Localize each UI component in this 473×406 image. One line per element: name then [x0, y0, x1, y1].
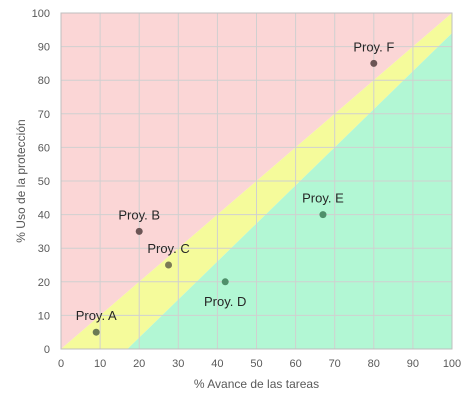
data-point-label: Proy. C [147, 241, 189, 256]
y-tick-label: 70 [38, 109, 50, 121]
x-tick-label: 20 [133, 358, 145, 370]
y-tick-label: 20 [38, 277, 50, 289]
x-tick-label: 50 [250, 358, 262, 370]
y-tick-label: 10 [38, 310, 50, 322]
x-tick-label: 70 [329, 358, 341, 370]
x-tick-label: 100 [443, 358, 461, 370]
data-point [370, 59, 378, 67]
y-tick-label: 40 [38, 210, 50, 222]
data-point [92, 328, 100, 336]
x-tick-labels: 0 10 20 30 40 50 60 70 80 90 100 [58, 358, 461, 370]
x-tick-label: 80 [368, 358, 380, 370]
y-axis-title: % Uso de la protección [14, 119, 28, 242]
data-point-label: Proy. F [353, 39, 394, 54]
x-tick-label: 0 [58, 358, 64, 370]
data-point [221, 278, 229, 286]
y-tick-label: 60 [38, 142, 50, 154]
x-axis-title: % Avance de las tareas [194, 377, 319, 391]
y-tick-label: 50 [38, 176, 50, 188]
y-tick-label: 0 [44, 344, 50, 356]
y-tick-labels: 0 10 20 30 40 50 60 70 80 90 100 [32, 8, 50, 356]
data-point-label: Proy. E [302, 191, 344, 206]
x-tick-label: 10 [94, 358, 106, 370]
x-tick-label: 40 [211, 358, 223, 370]
data-point-label: Proy. A [76, 308, 117, 323]
data-point [135, 227, 143, 235]
region-green [127, 33, 452, 349]
data-points: Proy. A Proy. B Proy. C Proy. D Proy. E Proy.… [76, 39, 394, 336]
plot-frame [60, 12, 453, 350]
data-point-label: Proy. B [118, 207, 160, 222]
y-tick-label: 30 [38, 243, 50, 255]
x-tick-label: 30 [172, 358, 184, 370]
data-point [165, 261, 173, 269]
data-point-label: Proy. D [204, 294, 246, 309]
y-tick-label: 80 [38, 75, 50, 87]
y-tick-label: 90 [38, 42, 50, 54]
x-tick-label: 60 [289, 358, 301, 370]
y-tick-label: 100 [32, 8, 50, 20]
data-point [319, 211, 327, 219]
x-tick-label: 90 [407, 358, 419, 370]
